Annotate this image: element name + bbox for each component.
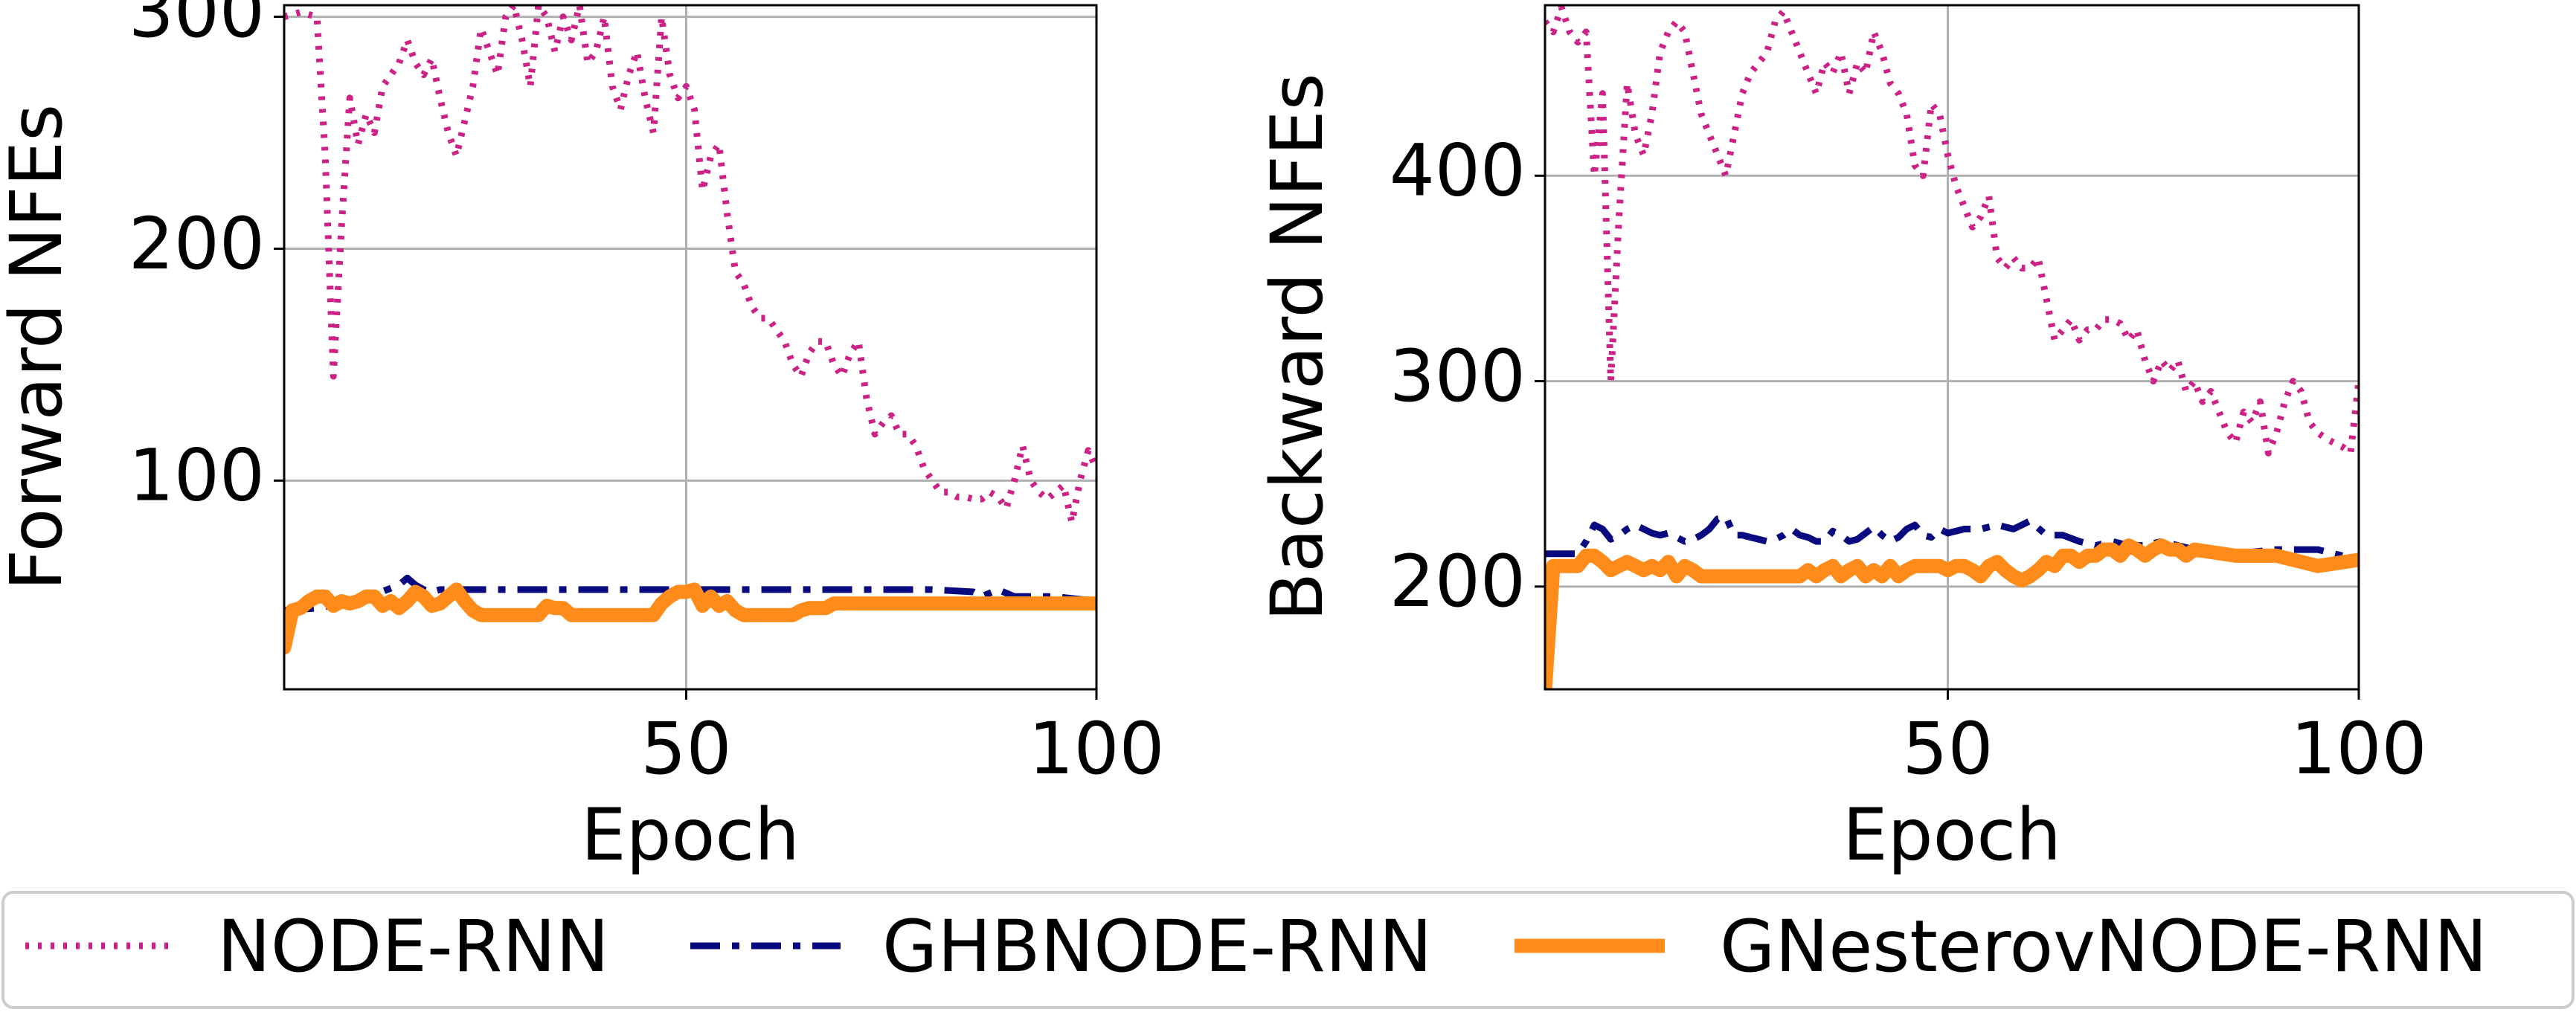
- y-tick-label: 200: [1390, 540, 1526, 623]
- legend-label: NODE-RNN: [217, 905, 609, 988]
- series-line-node-rnn: [284, 5, 1096, 526]
- series-line-ghbnode-rnn: [284, 574, 1096, 614]
- backward-axes-frame: [1544, 4, 2360, 691]
- legend-frame: [1, 891, 2575, 1009]
- y-tick-label: 100: [129, 434, 265, 518]
- backward-nfes-chart: 50 100 200 300 400 Epoch Backward NFEs: [1256, 4, 2427, 877]
- legend-item: NODE-RNN: [25, 905, 609, 988]
- forward-axes-frame: [283, 4, 1098, 691]
- forward-x-axis-label: Epoch: [581, 793, 800, 877]
- forward-nfes-chart: 50 100 100 200 300 Epoch Forward NFEs: [0, 0, 1165, 877]
- legend-item: GHBNODE-RNN: [690, 905, 1432, 988]
- series-line-node-rnn: [1545, 5, 2359, 457]
- backward-plot-area: [1545, 5, 2359, 689]
- forward-plot-area: [284, 5, 1096, 655]
- backward-x-axis-label: Epoch: [1843, 793, 2061, 877]
- x-tick-label: 100: [1028, 707, 1164, 790]
- x-tick-label: 50: [640, 707, 731, 790]
- y-tick-label: 400: [1390, 129, 1526, 213]
- y-tick-label: 200: [129, 202, 265, 286]
- series-line-ghbnode-rnn: [1545, 513, 2359, 564]
- legend-label: GNesterovNODE-RNN: [1720, 905, 2487, 988]
- legend-item: GNesterovNODE-RNN: [1515, 905, 2487, 988]
- x-tick-label: 50: [1902, 707, 1993, 790]
- series-line-gnesterovnode-rnn: [1545, 538, 2359, 689]
- legend-label: GHBNODE-RNN: [882, 905, 1432, 988]
- backward-y-axis-label: Backward NFEs: [1256, 73, 1339, 621]
- legend: NODE-RNN GHBNODE-RNN GNesterovNODE-RNN: [1, 891, 2575, 1009]
- y-tick-label: 300: [129, 0, 265, 54]
- forward-y-axis-label: Forward NFEs: [0, 104, 78, 590]
- y-tick-label: 300: [1390, 335, 1526, 418]
- x-tick-label: 100: [2290, 707, 2426, 790]
- series-line-gnesterovnode-rnn: [284, 582, 1096, 655]
